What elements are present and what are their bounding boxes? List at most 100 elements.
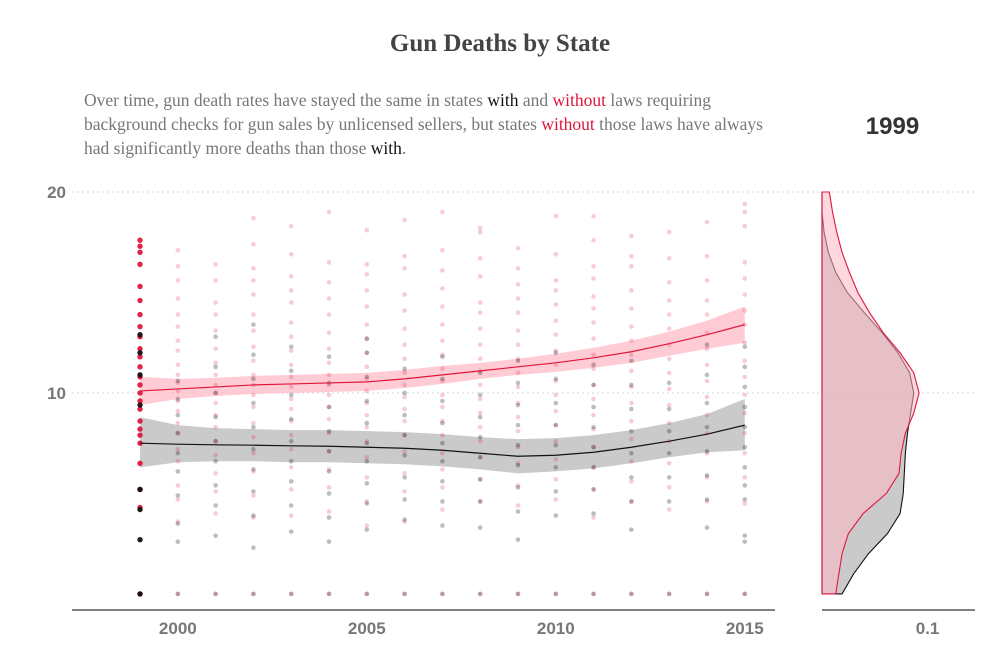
point-without-2014	[704, 412, 710, 418]
point-without-2004	[326, 280, 332, 285]
point-without-2005	[364, 336, 370, 342]
point-without-2010	[553, 288, 559, 293]
point-without-2005	[364, 350, 370, 356]
point-without-2015	[742, 450, 748, 456]
point-without-2015	[742, 501, 748, 506]
point-without-2001	[213, 312, 218, 317]
point-with-2011	[591, 404, 596, 410]
point-with-2012	[629, 499, 634, 504]
point-with-1999	[137, 486, 143, 493]
point-without-2015	[742, 223, 748, 229]
chart-title: Gun Deaths by State	[389, 30, 611, 57]
point-without-2013	[666, 460, 672, 466]
point-with-2012	[629, 382, 634, 388]
point-without-2015	[742, 374, 748, 380]
point-with-1999	[137, 402, 143, 408]
point-without-2004	[326, 392, 332, 398]
point-without-2014	[704, 394, 710, 400]
point-without-2001	[213, 591, 218, 597]
point-without-2005	[364, 591, 370, 597]
point-with-2009	[515, 463, 521, 468]
point-without-2002	[251, 344, 256, 350]
point-without-2007	[440, 286, 445, 291]
point-without-2012	[629, 384, 634, 390]
point-with-2002	[251, 352, 256, 358]
point-without-2008	[477, 229, 483, 235]
point-without-2000	[175, 519, 181, 524]
point-with-2008	[477, 370, 483, 376]
point-without-1999	[137, 249, 143, 255]
subtitle-text-5: .	[401, 138, 407, 158]
point-without-2015	[742, 260, 748, 265]
point-without-2002	[251, 420, 256, 426]
point-without-2004	[326, 416, 332, 422]
point-with-1999	[137, 331, 143, 338]
point-with-2009	[515, 380, 521, 386]
point-without-2014	[704, 378, 710, 384]
point-without-2008	[477, 454, 483, 460]
point-without-2000	[175, 324, 181, 329]
point-with-2000	[175, 591, 181, 597]
point-with-2000	[175, 469, 181, 474]
point-with-2008	[477, 477, 483, 482]
subtitle-text-1: Over time, gun death rates have stayed t…	[84, 90, 488, 110]
point-with-2013	[666, 450, 672, 456]
point-with-2006	[402, 452, 407, 458]
point-with-2001	[213, 533, 218, 538]
subtitle-with-keyword-2: with	[370, 138, 402, 158]
point-without-2006	[402, 382, 407, 388]
point-with-2015	[742, 444, 748, 450]
point-with-2001	[213, 438, 218, 444]
point-without-2009	[515, 370, 521, 376]
point-without-2006	[402, 591, 407, 597]
point-without-2009	[515, 266, 521, 271]
point-with-2002	[251, 376, 256, 382]
point-without-2002	[251, 450, 256, 456]
point-without-2002	[251, 266, 256, 271]
point-without-2004	[326, 209, 332, 215]
point-without-2004	[326, 467, 332, 472]
point-without-2008	[477, 256, 483, 261]
point-without-2003	[288, 348, 294, 354]
point-with-2005	[364, 440, 370, 446]
point-without-2012	[629, 499, 634, 504]
point-without-2013	[666, 229, 672, 235]
point-with-2007	[440, 479, 445, 484]
point-without-2007	[440, 418, 445, 424]
point-with-2004	[326, 469, 332, 474]
point-without-2005	[364, 499, 370, 504]
point-without-2001	[213, 382, 218, 388]
point-without-2002	[251, 358, 256, 364]
point-without-2003	[288, 465, 294, 470]
point-without-2015	[742, 276, 748, 281]
point-without-2010	[553, 392, 559, 398]
point-without-2007	[440, 352, 445, 358]
point-without-2000	[175, 388, 181, 394]
point-without-2003	[288, 300, 294, 305]
point-without-2001	[213, 400, 218, 406]
point-without-2001	[213, 300, 218, 305]
y-tick-label-10: 10	[47, 384, 66, 403]
point-without-2000	[175, 497, 181, 502]
point-without-2006	[402, 356, 407, 362]
point-without-2001	[213, 438, 218, 444]
point-without-2012	[629, 352, 634, 358]
point-with-2004	[326, 428, 332, 434]
point-with-2015	[742, 404, 748, 410]
point-without-2008	[477, 424, 483, 430]
point-with-2005	[364, 398, 370, 404]
point-with-2002	[251, 591, 256, 597]
point-without-2009	[515, 428, 521, 434]
point-without-2015	[742, 340, 748, 346]
point-without-2011	[591, 382, 596, 388]
point-with-2006	[402, 366, 407, 372]
point-with-2008	[477, 499, 483, 504]
point-with-2015	[742, 384, 748, 390]
point-without-2003	[288, 274, 294, 279]
point-without-2015	[742, 430, 748, 436]
point-without-1999	[137, 390, 143, 396]
point-without-2002	[251, 241, 256, 247]
point-without-2007	[440, 450, 445, 456]
point-without-1999	[137, 406, 143, 412]
